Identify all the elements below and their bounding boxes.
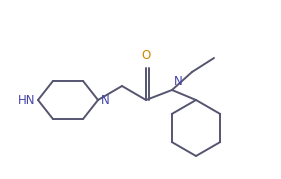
Text: N: N xyxy=(101,93,110,107)
Text: HN: HN xyxy=(17,93,35,107)
Text: N: N xyxy=(174,75,183,88)
Text: O: O xyxy=(141,49,151,62)
